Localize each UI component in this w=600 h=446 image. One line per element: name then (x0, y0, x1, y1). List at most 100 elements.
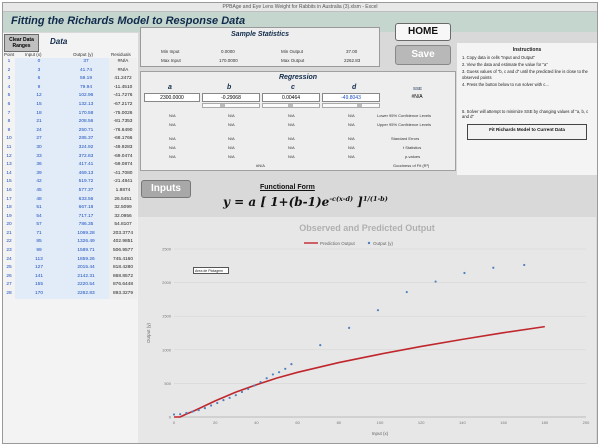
output-cell[interactable]: 1589.71 (63, 247, 109, 256)
input-cell[interactable]: 45 (15, 186, 63, 196)
output-cell[interactable]: 1326.49 (63, 238, 109, 248)
observed-predicted-chart[interactable]: Observed and Predicted Output Prediction … (138, 217, 596, 443)
data-panel: Clear Data Ranges Data Point Input (x) O… (3, 33, 138, 443)
output-cell[interactable]: 667.18 (63, 204, 109, 213)
point-cell: 7 (3, 109, 15, 119)
input-cell[interactable]: 48 (15, 195, 63, 205)
residual-cell: #N/A (109, 58, 137, 67)
clear-data-button[interactable]: Clear Data Ranges (4, 34, 39, 52)
residual-cell: 402.9851 (109, 238, 137, 248)
output-cell[interactable]: 633.56 (63, 195, 109, 205)
input-cell[interactable]: 18 (15, 109, 63, 119)
output-cell[interactable]: 41.74 (63, 66, 109, 76)
table-row: 16 45 577.37 1.8874 (3, 186, 138, 196)
x-tick-label: 120 (418, 420, 425, 425)
input-cell[interactable]: 71 (15, 229, 63, 239)
input-cell[interactable]: 141 (15, 272, 63, 282)
home-button[interactable]: HOME (395, 23, 451, 41)
fit-richards-button[interactable]: Fit Richards Model to Current Data (467, 124, 587, 140)
output-cell[interactable]: 170.58 (63, 109, 109, 119)
output-cell[interactable]: 519.72 (63, 178, 109, 187)
output-cell[interactable]: 132.13 (63, 100, 109, 110)
output-cell[interactable]: 577.37 (63, 186, 109, 196)
param-c-slider-thumb[interactable] (288, 104, 294, 107)
param-c-slider[interactable] (262, 103, 320, 108)
residual-cell: -21.4841 (109, 178, 137, 187)
se-d: N/A (348, 136, 355, 141)
table-row: 6 15 132.13 -67.2172 (3, 100, 138, 110)
input-cell[interactable]: 85 (15, 238, 63, 248)
inputs-button[interactable]: Inputs (141, 180, 191, 198)
prediction-line (174, 325, 545, 418)
param-b-field[interactable]: -0.29068 (202, 93, 260, 102)
output-cell[interactable]: 1859.26 (63, 255, 109, 265)
residual-cell: 1.8874 (109, 186, 137, 196)
input-cell[interactable]: 24 (15, 126, 63, 136)
param-d-slider-thumb[interactable] (356, 104, 362, 107)
output-cell[interactable]: 208.56 (63, 118, 109, 127)
point-cell: 2 (3, 66, 15, 76)
point-cell: 4 (3, 83, 15, 93)
instruction-step-5: 5. Solver will attempt to minimize SSE b… (462, 109, 589, 120)
input-cell[interactable]: 21 (15, 118, 63, 127)
output-cell[interactable]: 717.17 (63, 212, 109, 222)
param-b-slider[interactable] (202, 103, 260, 108)
input-cell[interactable]: 27 (15, 135, 63, 144)
input-cell[interactable]: 0 (15, 58, 63, 67)
output-cell[interactable]: 79.94 (63, 83, 109, 93)
output-cell[interactable]: 2262.83 (63, 290, 109, 299)
param-d-slider[interactable] (322, 103, 380, 108)
input-cell[interactable]: 15 (15, 100, 63, 110)
upper-d: N/A (348, 122, 355, 127)
param-b-slider-thumb[interactable] (219, 104, 225, 107)
sse-label: SSE (413, 86, 423, 91)
input-cell[interactable]: 155 (15, 281, 63, 291)
sample-statistics-panel: Sample Statistics Min Input 0.0000 Min O… (140, 27, 380, 67)
output-cell[interactable]: 417.41 (63, 161, 109, 170)
point-cell: 27 (3, 281, 15, 291)
input-cell[interactable]: 51 (15, 204, 63, 213)
input-cell[interactable]: 33 (15, 152, 63, 162)
se-a: N/A (169, 136, 176, 141)
output-cell[interactable]: 324.92 (63, 143, 109, 153)
output-cell[interactable]: 102.96 (63, 92, 109, 101)
input-cell[interactable]: 36 (15, 161, 63, 170)
input-cell[interactable]: 127 (15, 264, 63, 273)
output-cell[interactable]: 285.37 (63, 135, 109, 144)
output-cell[interactable]: 2015.44 (63, 264, 109, 273)
param-d-field[interactable]: -49.8043 (322, 93, 380, 102)
input-cell[interactable]: 3 (15, 66, 63, 76)
input-cell[interactable]: 9 (15, 83, 63, 93)
input-cell[interactable]: 99 (15, 247, 63, 256)
output-cell[interactable]: 786.35 (63, 221, 109, 230)
output-cell[interactable]: 469.13 (63, 169, 109, 179)
input-cell[interactable]: 57 (15, 221, 63, 230)
observed-point (376, 309, 380, 312)
output-cell[interactable]: 2142.31 (63, 272, 109, 282)
input-cell[interactable]: 39 (15, 169, 63, 179)
table-row: 10 27 285.37 -68.1766 (3, 135, 138, 144)
table-row: 28 170 2262.83 893.3279 (3, 290, 138, 299)
output-cell[interactable]: 59.19 (63, 75, 109, 84)
input-cell[interactable]: 170 (15, 290, 63, 299)
t-label: t Statistics (403, 145, 422, 150)
input-cell[interactable]: 54 (15, 212, 63, 222)
save-button[interactable]: Save (395, 45, 451, 65)
min-output-value: 37.00 (346, 49, 358, 54)
param-c-field[interactable]: 0.00464 (262, 93, 320, 102)
output-cell[interactable]: 250.71 (63, 126, 109, 136)
residual-cell: 32.5099 (109, 204, 137, 213)
param-a-field[interactable]: 2300.0000 (144, 93, 200, 102)
output-cell[interactable]: 2220.54 (63, 281, 109, 291)
upper-a: N/A (169, 122, 176, 127)
t-c: N/A (288, 145, 295, 150)
output-cell[interactable]: 37 (63, 58, 109, 67)
input-cell[interactable]: 12 (15, 92, 63, 101)
input-cell[interactable]: 113 (15, 255, 63, 265)
input-cell[interactable]: 30 (15, 143, 63, 153)
input-cell[interactable]: 42 (15, 178, 63, 187)
table-row: 27 155 2220.54 876.6448 (3, 281, 138, 291)
output-cell[interactable]: 372.83 (63, 152, 109, 162)
output-cell[interactable]: 1069.28 (63, 229, 109, 239)
input-cell[interactable]: 6 (15, 75, 63, 84)
